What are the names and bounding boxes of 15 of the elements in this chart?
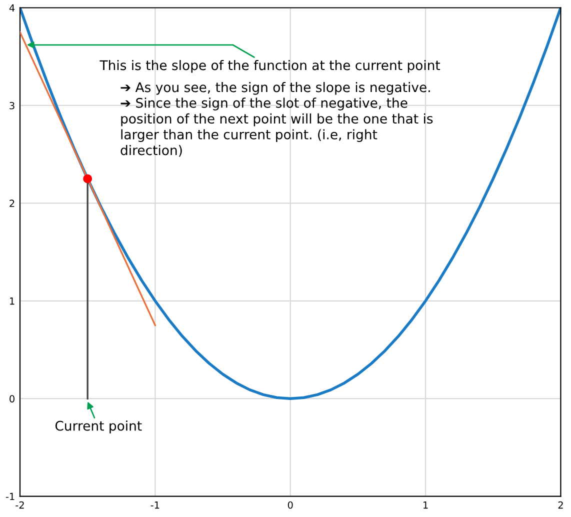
x-tick-label: -1 — [150, 501, 160, 509]
y-tick-label: -1 — [6, 492, 14, 500]
annotation: Current point — [55, 420, 142, 434]
x-tick-label: 2 — [558, 501, 563, 509]
y-tick-label: 3 — [10, 102, 14, 110]
x-tick-label: -2 — [16, 501, 24, 509]
annotation: ➔ As you see, the sign of the slope is negative. — [120, 82, 430, 95]
annotation: ➔ Since the sign of the slot of negative, the position of the next point will be the one that is larger than the current point. (i.e, right direction) — [120, 98, 433, 157]
x-tick-label: 1 — [424, 501, 428, 509]
y-tick-label: 0 — [10, 395, 14, 402]
x-tick-label: 0 — [288, 501, 293, 509]
annotation: This is the slope of the function at the current point — [100, 60, 440, 73]
y-tick-label: 1 — [10, 298, 14, 305]
y-tick-label: 2 — [10, 200, 14, 207]
y-tick-label: 4 — [9, 4, 15, 12]
